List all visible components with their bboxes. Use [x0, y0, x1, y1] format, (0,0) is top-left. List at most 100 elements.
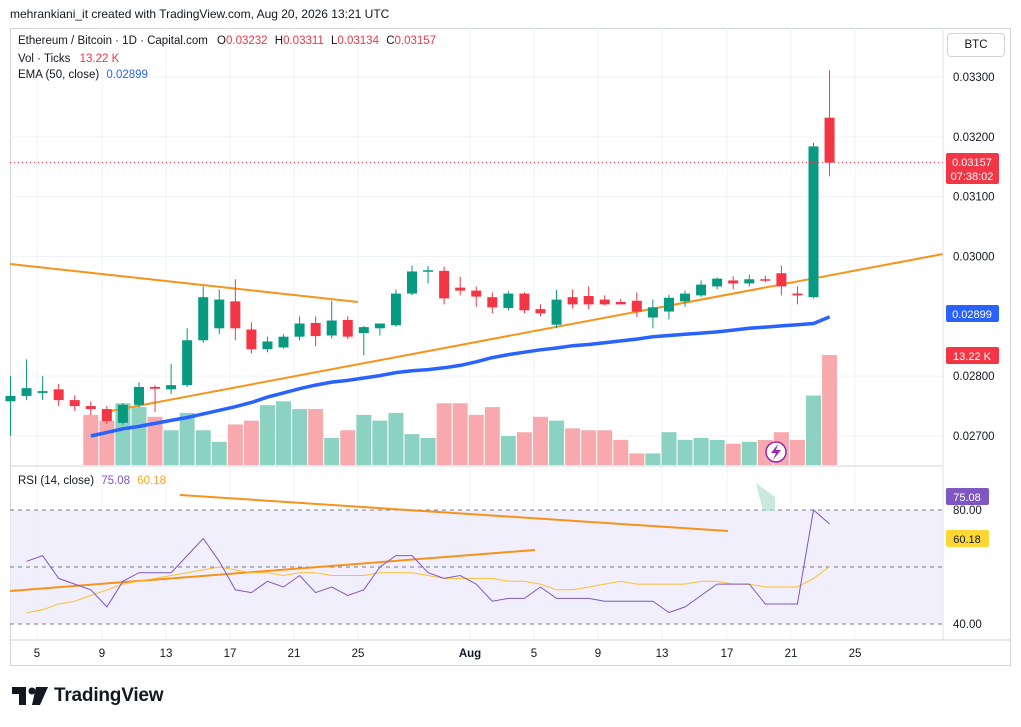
candle-body	[663, 297, 674, 312]
high-value: 0.03311	[283, 35, 324, 47]
rsi-resistance-trendline	[179, 494, 729, 532]
candle-body	[696, 284, 707, 296]
volume-bar	[581, 430, 597, 465]
volume-bar	[147, 416, 163, 465]
low-label: L	[331, 35, 338, 47]
symbol-title: Ethereum / Bitcoin · 1D · Capital.com	[18, 35, 208, 47]
volume-bar	[516, 432, 532, 465]
candle-body	[342, 319, 353, 337]
candle-body	[294, 323, 305, 337]
tradingview-logo-icon	[12, 687, 48, 705]
rsi-legend[interactable]: RSI (14, close) 75.08 60.18	[18, 475, 166, 487]
ema-legend[interactable]: EMA (50, close) 0.02899	[18, 69, 148, 81]
candle-body	[53, 389, 64, 401]
candle-body	[326, 320, 337, 336]
bar-countdown: 07:38:02	[951, 171, 994, 183]
volume-bar	[789, 439, 805, 465]
volume-bar	[532, 416, 548, 465]
volume-bar	[227, 424, 243, 465]
candle-body	[519, 293, 530, 311]
symbol-legend[interactable]: Ethereum / Bitcoin · 1D · Capital.com O0…	[18, 35, 436, 47]
price-axis: 0.03300 0.03200 0.03100 0.03000 0.02800 0.027…	[953, 72, 995, 443]
volume-bar	[388, 412, 404, 465]
candle-body	[631, 300, 642, 312]
volume-bar	[500, 436, 516, 465]
volume-bar	[741, 441, 757, 465]
rsi-value-badge: 75.08	[946, 488, 989, 505]
time-tick-label: 17	[224, 648, 237, 660]
price-trendlines	[9, 253, 944, 413]
candle-body	[824, 117, 835, 163]
rsi-ma-line	[26, 566, 830, 614]
candle-body	[198, 297, 209, 341]
volume-bar	[597, 430, 613, 465]
volume-bar	[661, 432, 677, 465]
close-value: 0.03157	[394, 35, 437, 47]
volume-bar	[613, 439, 629, 465]
tradingview-logo-text: TradingView	[54, 685, 164, 706]
candle-body	[358, 327, 369, 334]
open-label: O	[217, 35, 226, 47]
volume-badge: 13.22 K	[946, 347, 999, 364]
candle-body	[487, 297, 498, 308]
candle-body	[246, 329, 257, 350]
volume-bar	[131, 407, 147, 465]
volume-bar	[806, 395, 821, 465]
rsi-tick-label: 40.00	[953, 619, 982, 631]
rsi-axis: 80.00 40.00	[953, 505, 982, 631]
rsi-value: 75.08	[101, 475, 131, 487]
candle-body	[503, 293, 514, 308]
lightning-icon[interactable]	[765, 441, 787, 463]
candle-body	[5, 395, 16, 402]
volume-badge-value: 13.22 K	[953, 351, 992, 363]
time-tick-label: 13	[160, 648, 173, 660]
volume-bar	[645, 453, 661, 465]
rsi-ma-badge-value: 60.18	[953, 534, 981, 546]
time-axis: 5 9 13 17 21 25 Aug 5 9 13 17 21 25	[34, 648, 862, 660]
candle-body	[792, 293, 803, 296]
volume-bar	[468, 414, 484, 465]
time-tick-label: 21	[288, 648, 301, 660]
volume-bar	[99, 420, 115, 465]
volume-legend[interactable]: Vol · Ticks 13.22 K	[18, 53, 119, 65]
time-tick-label: 17	[721, 648, 734, 660]
candle-body	[615, 301, 626, 305]
open-value: 0.03232	[225, 35, 268, 47]
volume-bar	[308, 409, 324, 465]
candle-body	[150, 386, 161, 389]
volume-bar	[211, 441, 227, 465]
candle-body	[69, 400, 80, 407]
volume-bar	[822, 355, 838, 465]
volume-bar	[179, 412, 195, 465]
tradingview-logo[interactable]: TradingView	[12, 685, 164, 707]
rsi-badge-value: 75.08	[953, 492, 981, 504]
rsi-ma-badge: 60.18	[946, 530, 989, 547]
candle-body	[471, 290, 482, 297]
ema-label: EMA (50, close)	[18, 69, 100, 81]
volume-label: Vol · Ticks	[18, 53, 71, 65]
candles	[5, 70, 835, 436]
candle-body	[535, 309, 546, 314]
candle-body	[21, 388, 32, 396]
rsi-ma-value: 60.18	[137, 475, 167, 487]
volume-bar	[693, 437, 709, 465]
volume-bar	[629, 453, 645, 465]
candle-body	[166, 385, 177, 390]
volume-bar	[163, 430, 179, 465]
time-tick-label: 9	[595, 648, 601, 660]
volume-bar	[83, 414, 99, 465]
volume-bar	[292, 409, 308, 465]
candle-body	[310, 322, 321, 337]
time-tick-label: Aug	[459, 648, 481, 660]
time-tick-label: 9	[99, 648, 105, 660]
rsi-line	[26, 509, 830, 614]
currency-button[interactable]: BTC	[947, 33, 1005, 57]
time-tick-label: 5	[531, 648, 537, 660]
volume-bar	[452, 403, 468, 465]
rsi-trendlines	[9, 494, 729, 592]
candle-body	[278, 336, 289, 348]
volume-bar	[372, 420, 388, 465]
volume-bar	[484, 407, 500, 465]
last-price-value: 0.03157	[952, 157, 992, 169]
